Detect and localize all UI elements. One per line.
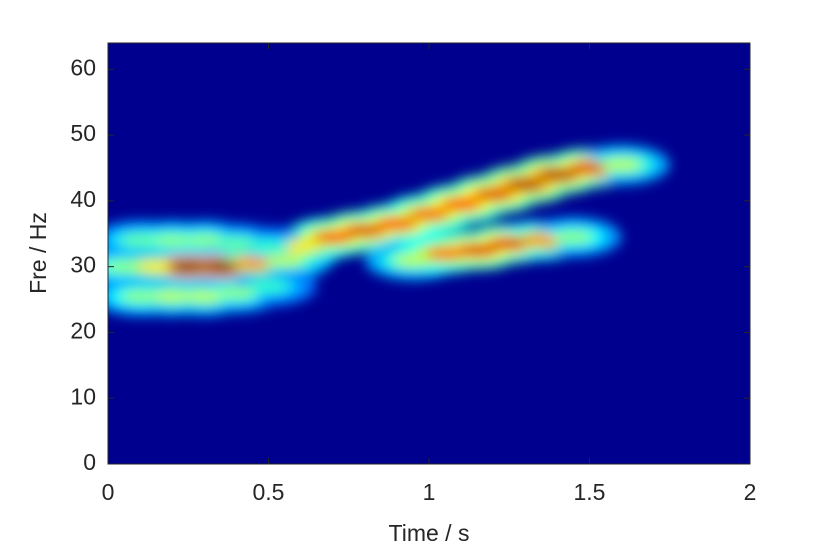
x-tick-label: 1: [423, 479, 436, 505]
y-tick-label: 30: [70, 252, 96, 278]
y-tick-label: 50: [70, 120, 96, 146]
energy-blob: [537, 168, 578, 181]
energy-blob: [392, 254, 433, 267]
energy-blob: [152, 290, 193, 303]
energy-blob: [553, 231, 594, 244]
energy-blob: [376, 217, 417, 230]
y-tick-label: 20: [70, 318, 96, 344]
energy-blob: [248, 240, 289, 253]
energy-blob: [505, 178, 546, 191]
energy-blob: [184, 290, 225, 303]
x-axis-label: Time / s: [389, 520, 470, 546]
y-tick-label: 0: [83, 449, 96, 475]
energy-blob: [264, 254, 305, 267]
energy-blob: [200, 260, 241, 273]
energy-blob: [120, 290, 161, 303]
energy-blob: [409, 208, 449, 221]
energy-blob: [152, 234, 193, 247]
y-axis-label: Fre / Hz: [25, 212, 51, 294]
energy-blob: [425, 247, 466, 260]
energy-blob: [601, 158, 642, 171]
energy-blob: [441, 198, 482, 211]
energy-blob: [489, 237, 530, 250]
energy-blob: [216, 237, 257, 250]
energy-blob: [280, 240, 321, 253]
x-tick-label: 2: [744, 479, 757, 505]
energy-blob: [569, 161, 610, 174]
y-tick-label: 60: [70, 54, 96, 80]
x-tick-label: 1.5: [574, 479, 606, 505]
x-tick-label: 0: [102, 479, 115, 505]
energy-blob: [108, 260, 145, 273]
energy-blob: [344, 224, 385, 237]
energy-blob: [457, 244, 498, 257]
energy-blob: [184, 234, 225, 247]
energy-blob: [136, 260, 177, 273]
energy-blob: [232, 257, 273, 270]
energy-blob: [521, 234, 562, 247]
energy-blob: [120, 234, 161, 247]
energy-blob: [248, 280, 289, 293]
x-tick-label: 0.5: [253, 479, 285, 505]
y-tick-label: 40: [70, 186, 96, 212]
energy-blob: [168, 260, 209, 273]
energy-blob: [473, 188, 514, 201]
spectrogram-energy: [108, 144, 670, 317]
y-tick-label: 10: [70, 383, 96, 409]
energy-blob: [312, 231, 353, 244]
plot-frame: [107, 42, 751, 465]
energy-blob: [216, 286, 257, 299]
